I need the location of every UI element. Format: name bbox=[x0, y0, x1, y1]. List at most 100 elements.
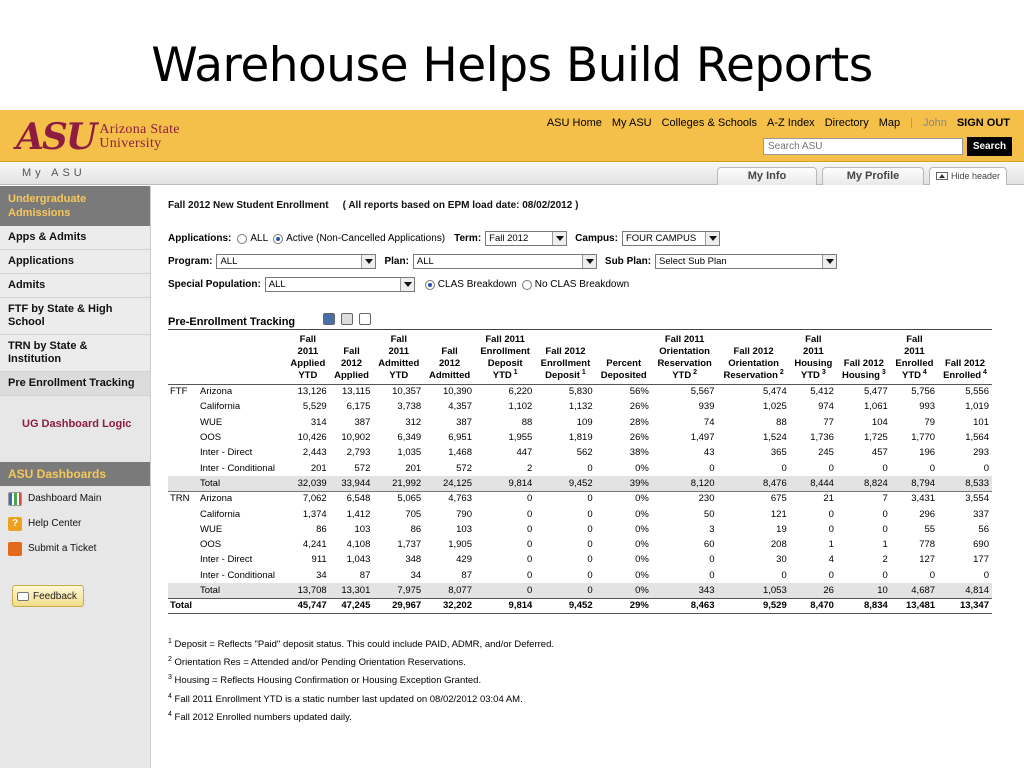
table-cell: 8,834 bbox=[836, 598, 891, 615]
special-population-select[interactable]: ALL bbox=[264, 277, 415, 292]
program-select[interactable]: ALL bbox=[216, 254, 377, 269]
table-cell: 0 bbox=[587, 462, 593, 474]
sidebar-item-apps-admits[interactable]: Apps & Admits bbox=[0, 226, 150, 250]
export-icon[interactable] bbox=[323, 313, 335, 325]
table-cell: 29% bbox=[595, 598, 652, 615]
hide-header-label: Hide header bbox=[950, 171, 1001, 181]
campus-select[interactable]: FOUR CAMPUS bbox=[621, 231, 720, 246]
submit-ticket-label: Submit a Ticket bbox=[28, 543, 97, 554]
plan-select[interactable]: ALL bbox=[412, 254, 597, 269]
no-clas-breakdown-radio[interactable] bbox=[521, 279, 532, 290]
program-filter-row: Program: ALL Plan: ALL Sub Plan: Select … bbox=[168, 254, 845, 269]
link-colleges[interactable]: Colleges & Schools bbox=[661, 117, 757, 129]
footnote: 4 Fall 2012 Enrolled numbers updated dai… bbox=[168, 710, 352, 723]
submit-ticket-link[interactable]: Submit a Ticket bbox=[0, 536, 150, 561]
link-directory[interactable]: Directory bbox=[824, 117, 869, 129]
dashboard-main-link[interactable]: Dashboard Main bbox=[0, 486, 150, 511]
search-button[interactable]: Search bbox=[967, 137, 1012, 156]
table-cell: 4,814 bbox=[938, 583, 992, 599]
table-cell: 86 bbox=[316, 523, 327, 535]
applications-all-radio[interactable] bbox=[237, 233, 248, 244]
special-population-row: Special Population: ALL CLAS Breakdown N… bbox=[168, 277, 629, 292]
sidebar-item-ftf-by-state[interactable]: FTF by State & High School bbox=[0, 298, 150, 335]
link-separator: | bbox=[910, 117, 913, 129]
table-cell: 1,053 bbox=[717, 583, 790, 599]
sidebar-item-pre-enrollment[interactable]: Pre Enrollment Tracking bbox=[0, 372, 150, 396]
column-header: Fall 2011 Orientation Reservation YTD 2 bbox=[651, 332, 718, 385]
table-cell: 39% bbox=[595, 476, 652, 492]
ug-dashboard-logic-link[interactable]: UG Dashboard Logic bbox=[22, 418, 132, 430]
term-select[interactable]: Fall 2012 bbox=[485, 231, 568, 246]
row-group bbox=[168, 461, 198, 476]
table-cell: 32,039 bbox=[286, 476, 330, 492]
chart-icon bbox=[8, 491, 22, 506]
asu-logo-mark: ASU bbox=[16, 116, 97, 158]
hide-header-button[interactable]: Hide header bbox=[929, 167, 1007, 185]
table-row: OOS 10,426 10,902 6,349 6,951 1,955 1,819 26% 1,… bbox=[168, 430, 992, 445]
link-map[interactable]: Map bbox=[878, 117, 901, 129]
table-cell: 26% bbox=[629, 432, 649, 444]
report-main: Fall 2012 New Student Enrollment ( All re… bbox=[168, 200, 1008, 723]
column-header: Fall 2011 Applied YTD bbox=[286, 332, 330, 385]
user-name: John bbox=[922, 117, 947, 129]
table-cell: 4,763 bbox=[424, 491, 475, 507]
table-cell: 79 bbox=[924, 416, 936, 428]
feedback-label: Feedback bbox=[33, 590, 77, 602]
row-group bbox=[168, 400, 198, 415]
link-my-asu[interactable]: My ASU bbox=[611, 117, 652, 129]
sidebar-item-trn-by-state[interactable]: TRN by State & Institution bbox=[0, 335, 150, 372]
asu-logo[interactable]: ASU Arizona State University bbox=[16, 116, 180, 158]
slide-title: Warehouse Helps Build Reports bbox=[151, 38, 873, 93]
table-cell: 6,951 bbox=[448, 432, 472, 444]
table-cell: 447 bbox=[516, 447, 533, 459]
table-row: FTF Arizona 13,126 13,115 10,357 10,390 6,220 5… bbox=[168, 385, 992, 400]
table-cell: 1,725 bbox=[864, 432, 888, 444]
table-cell: 337 bbox=[973, 508, 989, 520]
print-icon[interactable] bbox=[341, 313, 353, 325]
link-asu-home[interactable]: ASU Home bbox=[546, 117, 602, 129]
table-cell: 0 bbox=[709, 569, 715, 581]
table-cell: 4 bbox=[828, 554, 834, 566]
feedback-button[interactable]: Feedback bbox=[12, 585, 84, 607]
sidebar-item-admits[interactable]: Admits bbox=[0, 274, 150, 298]
subplan-select[interactable]: Select Sub Plan bbox=[655, 254, 838, 269]
table-cell: 1,412 bbox=[346, 508, 371, 520]
table-cell: 201 bbox=[310, 462, 327, 474]
table-cell: 0 bbox=[535, 583, 596, 599]
table-cell: 10,357 bbox=[392, 386, 422, 398]
term-value: Fall 2012 bbox=[489, 233, 529, 244]
clas-breakdown-radio[interactable] bbox=[424, 279, 435, 290]
tab-my-profile[interactable]: My Profile bbox=[822, 167, 924, 185]
footnote: 2 Orientation Res = Attended and/or Pend… bbox=[168, 656, 466, 669]
chevron-down-icon bbox=[361, 255, 376, 268]
footnotes: 1 Deposit = Reflects "Paid" deposit stat… bbox=[168, 636, 554, 727]
table-cell: 7,062 bbox=[286, 491, 330, 507]
tab-my-info[interactable]: My Info bbox=[717, 167, 817, 185]
table-cell: 87 bbox=[359, 569, 371, 581]
row-group: FTF bbox=[170, 386, 188, 398]
table-cell: 0 bbox=[475, 583, 536, 599]
sidebar-item-applications[interactable]: Applications bbox=[0, 250, 150, 274]
link-az-index[interactable]: A-Z Index bbox=[767, 117, 815, 129]
sidebar-heading[interactable]: Undergraduate Admissions bbox=[0, 186, 150, 226]
search-input[interactable] bbox=[763, 138, 963, 155]
chevron-down-icon bbox=[552, 232, 567, 245]
table-cell: 0 bbox=[475, 491, 536, 507]
campus-label: Campus: bbox=[575, 233, 618, 244]
row-group bbox=[168, 522, 198, 537]
table-cell: 0 bbox=[828, 523, 834, 535]
sign-out-link[interactable]: SIGN OUT bbox=[956, 117, 1010, 129]
table-cell: 0 bbox=[587, 508, 593, 520]
copy-icon[interactable] bbox=[359, 313, 371, 325]
applications-active-radio[interactable] bbox=[273, 233, 284, 244]
table-cell: 1 bbox=[882, 539, 888, 551]
help-center-link[interactable]: ? Help Center bbox=[0, 511, 150, 536]
table-cell: 1,468 bbox=[448, 447, 472, 459]
footnote: 4 Fall 2011 Enrollment YTD is a static n… bbox=[168, 692, 523, 705]
table-cell: 109 bbox=[576, 416, 593, 428]
table-cell: 0 bbox=[587, 539, 593, 551]
table-cell: 8,476 bbox=[717, 476, 790, 492]
table-cell: 9,452 bbox=[535, 476, 596, 492]
table-cell: 9,452 bbox=[535, 598, 596, 615]
table-cell: 2 bbox=[527, 462, 533, 474]
